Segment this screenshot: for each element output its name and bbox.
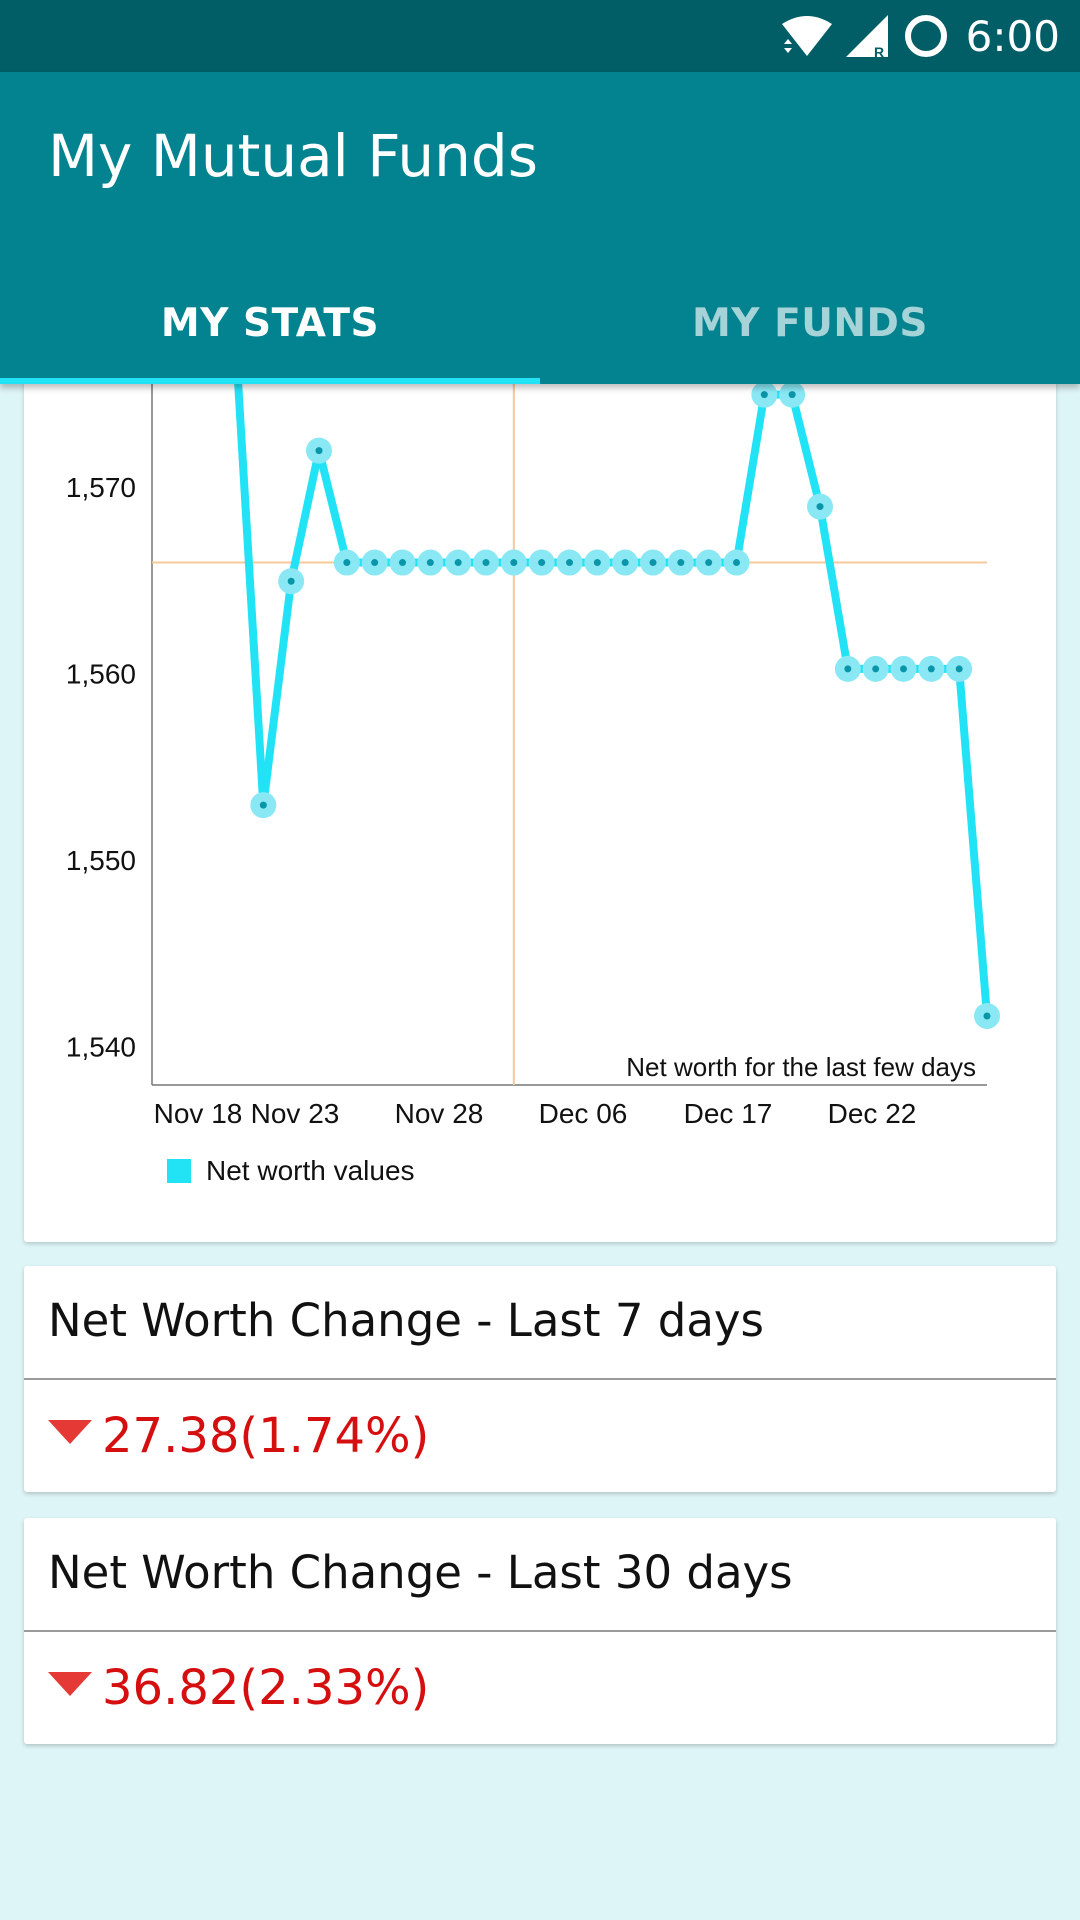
y-tick-label: 1,560 <box>66 659 136 690</box>
stat-title-30-days: Net Worth Change - Last 30 days <box>48 1546 793 1599</box>
data-point-center <box>483 559 490 566</box>
stat-title-7-days: Net Worth Change - Last 7 days <box>48 1294 764 1347</box>
legend-swatch <box>167 1159 191 1183</box>
data-point-center <box>928 665 935 672</box>
data-point-center <box>371 559 378 566</box>
x-tick-label: Nov 23 <box>251 1098 340 1129</box>
y-tick-label: 1,540 <box>66 1032 136 1063</box>
data-point-center <box>733 559 740 566</box>
data-point-center <box>427 559 434 566</box>
x-tick-label: Nov 18 <box>154 1098 243 1129</box>
tab-my-stats[interactable]: MY STATS <box>0 262 540 384</box>
svg-text:R: R <box>874 44 884 59</box>
down-arrow-icon <box>48 1420 92 1444</box>
data-point-center <box>260 802 267 809</box>
sync-circle-icon <box>902 12 950 60</box>
x-tick-label: Dec 22 <box>828 1098 917 1129</box>
data-point-center <box>984 1012 991 1019</box>
data-point-center <box>650 559 657 566</box>
divider <box>24 1630 1056 1632</box>
data-point-center <box>316 447 323 454</box>
data-point-center <box>566 559 573 566</box>
stat-value-row: 27.38(1.74%) <box>48 1406 429 1466</box>
x-tick-label: Nov 28 <box>395 1098 484 1129</box>
tab-indicator <box>0 378 540 384</box>
data-point-center <box>399 559 406 566</box>
status-icons: R 6:00 <box>780 8 1060 64</box>
data-point-center <box>343 559 350 566</box>
stat-value-7-days: 27.38(1.74%) <box>102 1408 429 1464</box>
x-tick-label: Dec 17 <box>684 1098 773 1129</box>
app-bar: My Mutual Funds MY STATS MY FUNDS <box>0 72 1080 384</box>
net-worth-chart[interactable]: Net worth for the last few days Net wort… <box>24 320 1056 1242</box>
stat-value-30-days: 36.82(2.33%) <box>102 1660 429 1716</box>
signal-icon: R <box>844 13 892 59</box>
tab-my-funds[interactable]: MY FUNDS <box>540 262 1080 384</box>
data-point-center <box>288 578 295 585</box>
data-point-center <box>594 559 601 566</box>
status-bar: R 6:00 <box>0 0 1080 72</box>
data-point-center <box>761 391 768 398</box>
data-point-center <box>872 665 879 672</box>
stat-card-30-days: Net Worth Change - Last 30 days 36.82(2.… <box>24 1518 1056 1744</box>
data-point-center <box>622 559 629 566</box>
tab-bar: MY STATS MY FUNDS <box>0 262 1080 384</box>
wifi-icon <box>780 14 834 58</box>
stat-card-7-days: Net Worth Change - Last 7 days 27.38(1.7… <box>24 1266 1056 1492</box>
data-point-center <box>677 559 684 566</box>
divider <box>24 1378 1056 1380</box>
app-title: My Mutual Funds <box>48 122 538 190</box>
data-point-center <box>956 665 963 672</box>
down-arrow-icon <box>48 1672 92 1696</box>
chart-card: Net worth for the last few days Net wort… <box>24 320 1056 1242</box>
series-line <box>152 339 987 1016</box>
status-time: 6:00 <box>966 12 1060 61</box>
legend-label: Net worth values <box>206 1155 415 1186</box>
data-point-center <box>538 559 545 566</box>
data-point-center <box>455 559 462 566</box>
data-point-center <box>510 559 517 566</box>
y-tick-label: 1,550 <box>66 845 136 876</box>
stat-value-row: 36.82(2.33%) <box>48 1658 429 1718</box>
data-point-center <box>817 503 824 510</box>
data-point-center <box>789 391 796 398</box>
data-point-center <box>844 665 851 672</box>
data-point-center <box>900 665 907 672</box>
chart-description: Net worth for the last few days <box>626 1052 976 1082</box>
x-tick-label: Dec 06 <box>539 1098 628 1129</box>
y-tick-label: 1,570 <box>66 472 136 503</box>
data-point-center <box>705 559 712 566</box>
